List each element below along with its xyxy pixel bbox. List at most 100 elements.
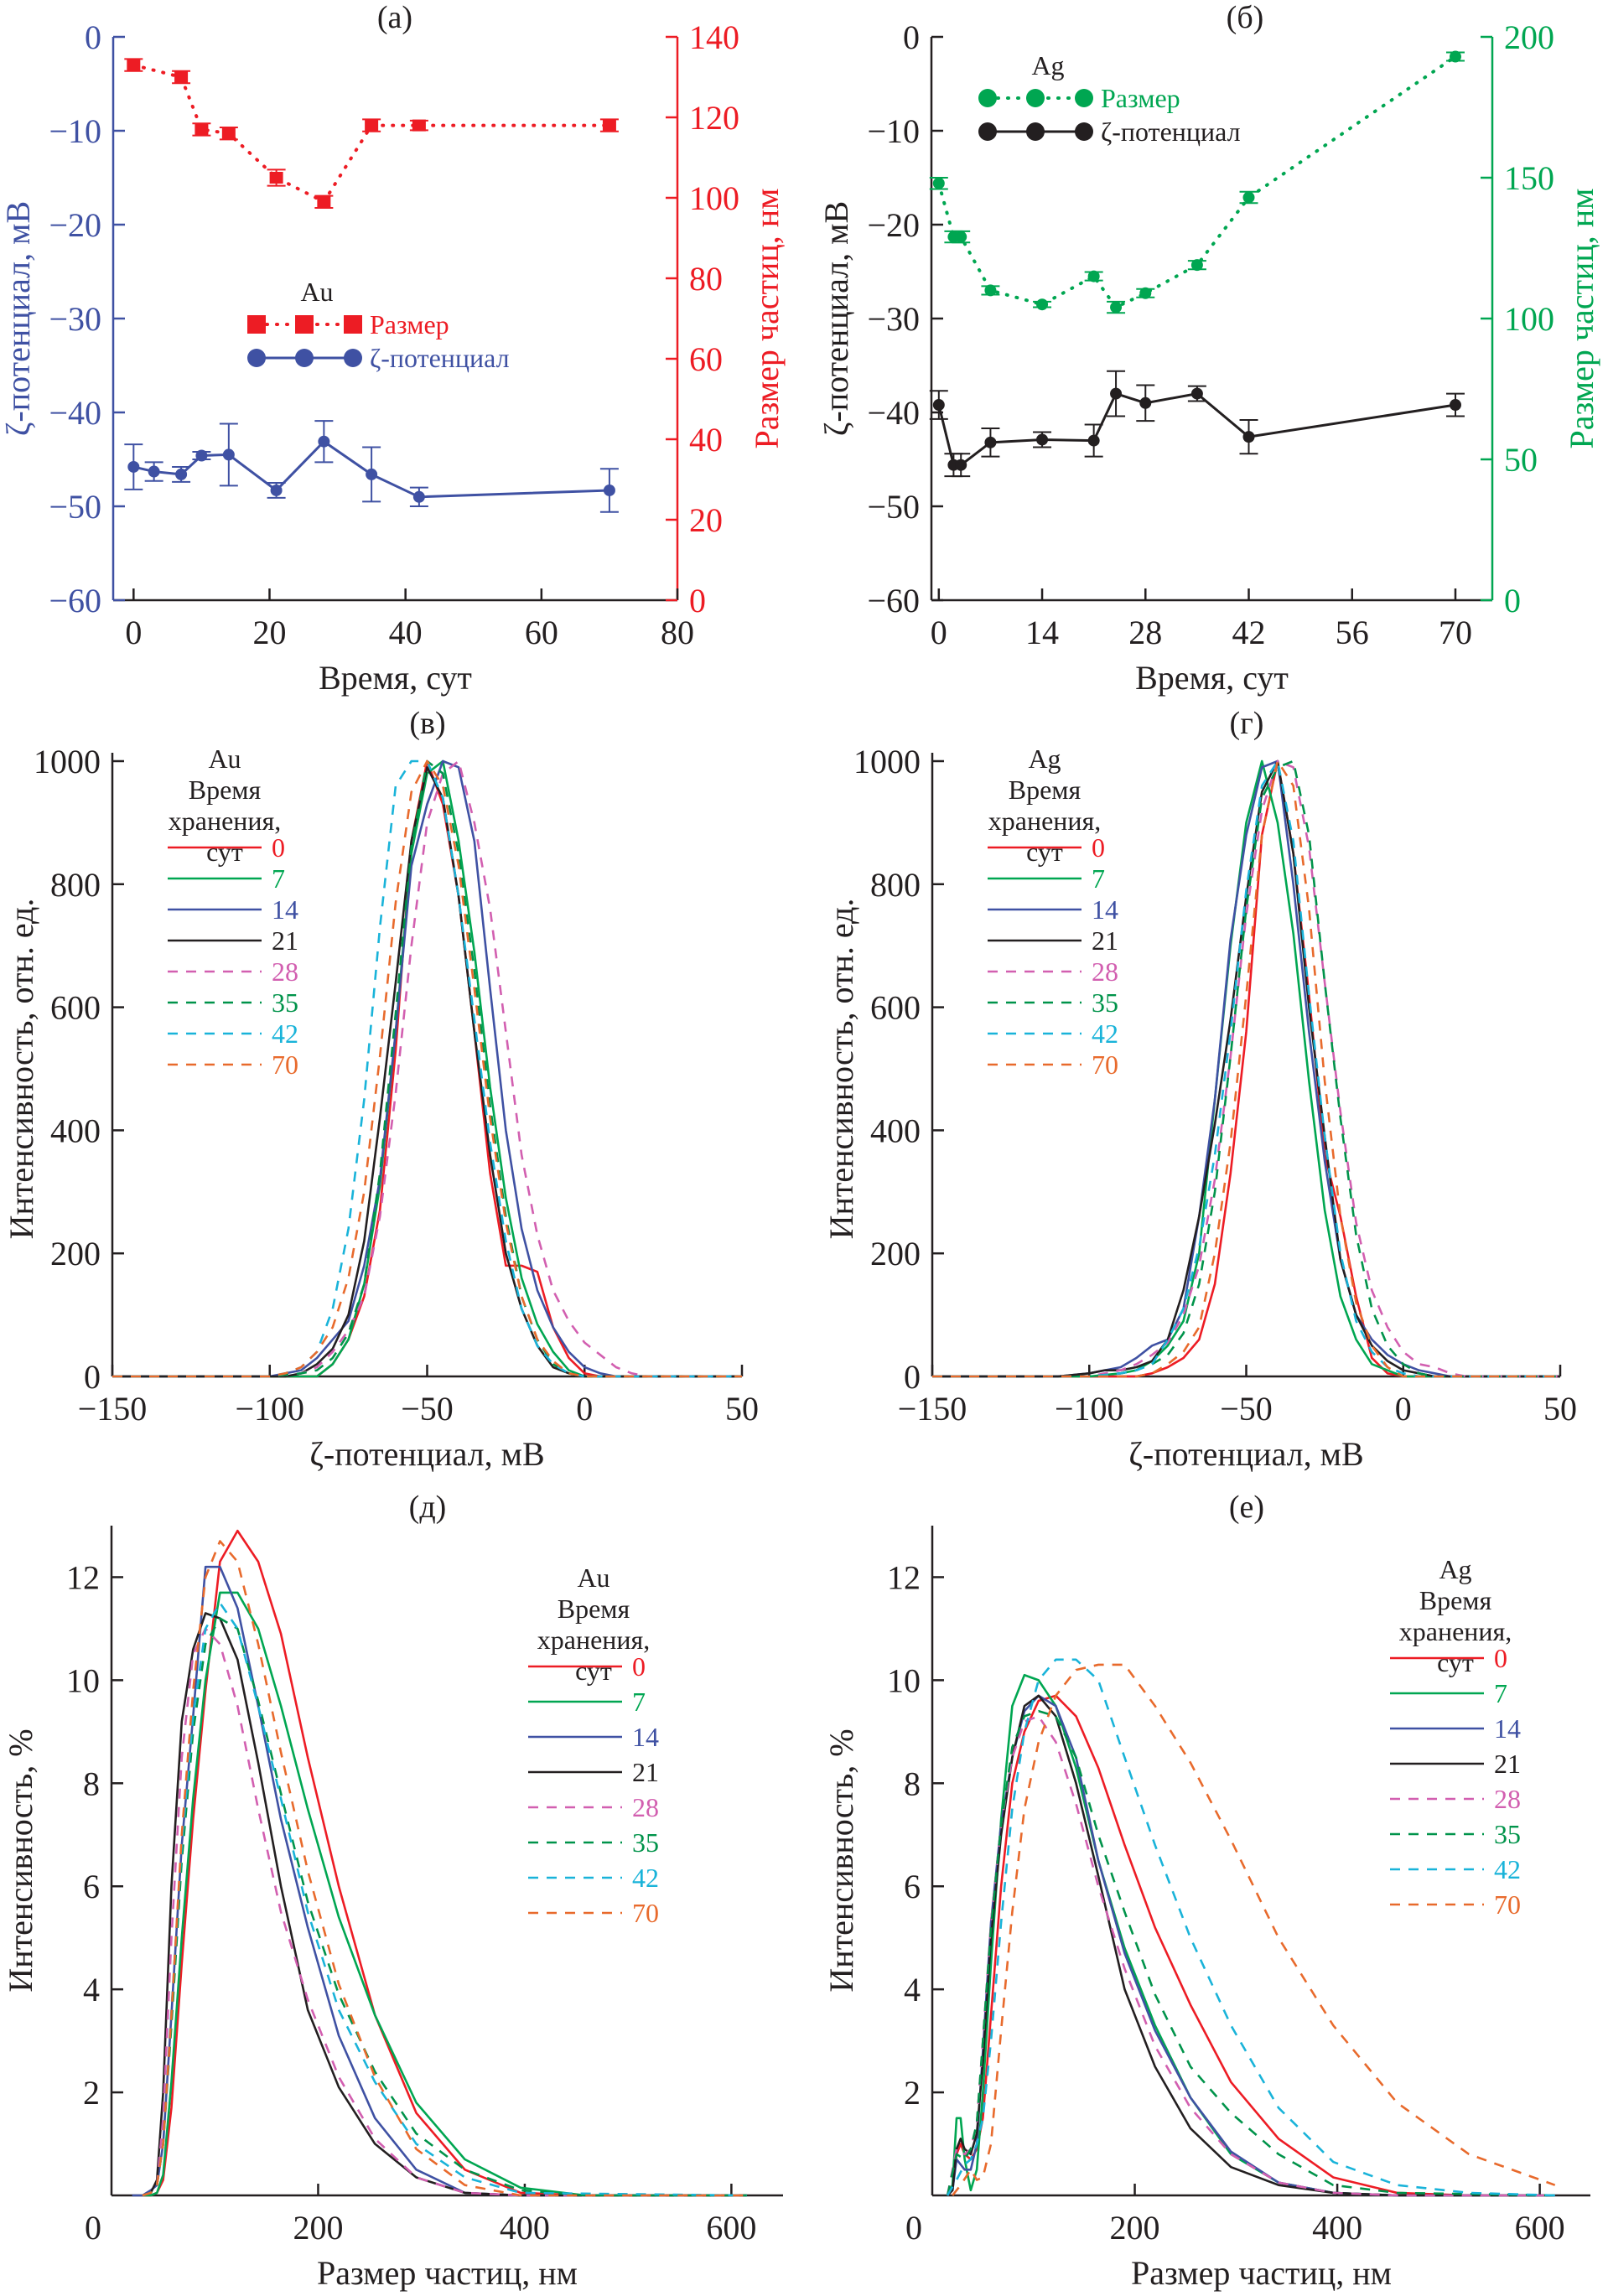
y-tick-label: 600 [870,989,921,1027]
x-tick-label: 600 [706,2209,756,2247]
legend-title-line: сут [1026,837,1063,867]
legend-item: 42 [528,1863,659,1893]
curve-70 [932,759,1560,1378]
legend-item: 14 [528,1722,659,1752]
data-point [222,448,235,461]
legend-item: 7 [1390,1678,1507,1708]
legend-label: 70 [1494,1889,1521,1920]
panel-a: (а)0 20 40 60 800−10−20−30−40−50−60 020406080… [0,0,786,697]
x-axis-title: Размер частиц, нм [317,2254,578,2292]
curve-14 [932,759,1560,1378]
curve-21 [112,766,742,1378]
data-point [1036,298,1049,311]
legend-title-line: Au [577,1563,609,1593]
data-point [366,468,378,480]
y-axis-title-right: Размер частиц, нм [748,189,786,449]
y-tick-label-right: 20 [689,501,723,539]
data-point [365,119,379,132]
x-tick-label: −100 [1055,1390,1124,1428]
legend-item: ζ-потенциал [247,343,510,373]
legend: Ag Размер ζ-потенциал [978,50,1241,147]
panel-g: (г) −150 −100 −50 0 50 0 200 400 600 800 1000 ζ-поте… [822,706,1577,1473]
data-point [1242,191,1255,204]
legend-item: 28 [168,956,298,987]
y-tick-label-left: −50 [867,488,920,526]
y-tick-label: 0 [904,1358,921,1396]
y-tick-label: 200 [50,1235,101,1272]
legend-label: ζ-потенциал [370,343,510,373]
y-tick-label: 1000 [34,743,101,780]
legend-item: 42 [988,1018,1118,1049]
y-tick-label: 6 [83,1868,100,1905]
x-axis-title: Размер частиц, нм [1131,2254,1392,2292]
data-point [269,172,283,184]
data-point [1110,301,1123,314]
legend-label: 0 [1494,1643,1507,1673]
legend-marker [1075,89,1093,107]
legend-title-line: Ag [1439,1554,1471,1584]
curve-70 [142,1540,747,2197]
curve-28 [932,759,1560,1378]
legend-item: Размер [978,83,1180,113]
legend-title-line: Время [1009,775,1082,805]
x-axis-title: ζ-потенциал, мВ [1128,1435,1363,1473]
legend-label: 7 [632,1687,646,1717]
legend-title-line: Время [1419,1585,1492,1615]
legend-item: 21 [1390,1749,1521,1779]
y-tick-label-left: −20 [49,206,101,244]
legend-item: 35 [988,987,1118,1018]
legend-title: Ag [1031,50,1064,80]
legend-item: Размер [247,309,449,339]
y-tick-label-left: −40 [49,394,101,432]
y-tick-label: 10 [887,1661,921,1699]
y-tick-label-left: −30 [867,300,920,338]
x-tick-label: 0 [931,614,947,651]
data-point [174,71,189,83]
data-point [1036,433,1049,446]
data-point [984,284,997,297]
y-tick-label-left: 0 [903,18,920,56]
legend-title-line: Au [208,744,241,774]
legend-marker [978,89,997,107]
y-tick-label-right: 0 [689,582,706,619]
data-point [1449,399,1461,412]
y-tick-label: 12 [887,1558,921,1596]
x-axis-title: ζ-потенциал, мВ [309,1435,544,1473]
y-tick-label-right: 140 [689,18,739,56]
legend-label: 7 [272,863,285,894]
x-tick-label: 80 [661,614,694,651]
panel-e: (е) 0 200 400 600 2 4 6 8 10 12 Размер частиц, нм Ин… [822,1490,1590,2292]
data-point [955,231,967,243]
legend-item: 0 [988,832,1105,863]
data-point [221,127,236,140]
legend-title-line: сут [575,1656,612,1686]
legend: Au Размер ζ-потенциал [247,277,510,373]
legend-label: 28 [632,1792,659,1822]
series-line [132,439,611,499]
y-tick-label-right: 200 [1504,18,1554,56]
data-point [270,484,283,496]
x-tick-label: 600 [1515,2209,1565,2247]
panel-label: (в) [409,706,445,741]
data-point [603,484,615,496]
x-tick-label: −50 [401,1390,454,1428]
legend-marker [295,315,314,334]
data-point [602,119,616,132]
y-tick-label: 400 [870,1112,921,1149]
x-tick-label: 60 [525,614,558,651]
curve-7 [946,1673,1555,2197]
legend-label: 35 [1092,987,1118,1018]
legend-label: 28 [1494,1784,1521,1814]
legend-item: 7 [988,863,1105,894]
legend-item: ζ-потенциал [978,117,1241,147]
y-tick-label: 1000 [853,743,921,780]
legend-item: 7 [528,1687,646,1717]
legend-item: 14 [988,894,1118,925]
y-tick-label-left: −10 [867,112,920,150]
legend-label: 14 [632,1722,659,1752]
y-tick-label-right: 60 [689,340,723,378]
y-tick-label: 2 [83,2074,100,2112]
legend-label: 0 [632,1651,646,1682]
legend-label: 35 [272,987,298,1018]
